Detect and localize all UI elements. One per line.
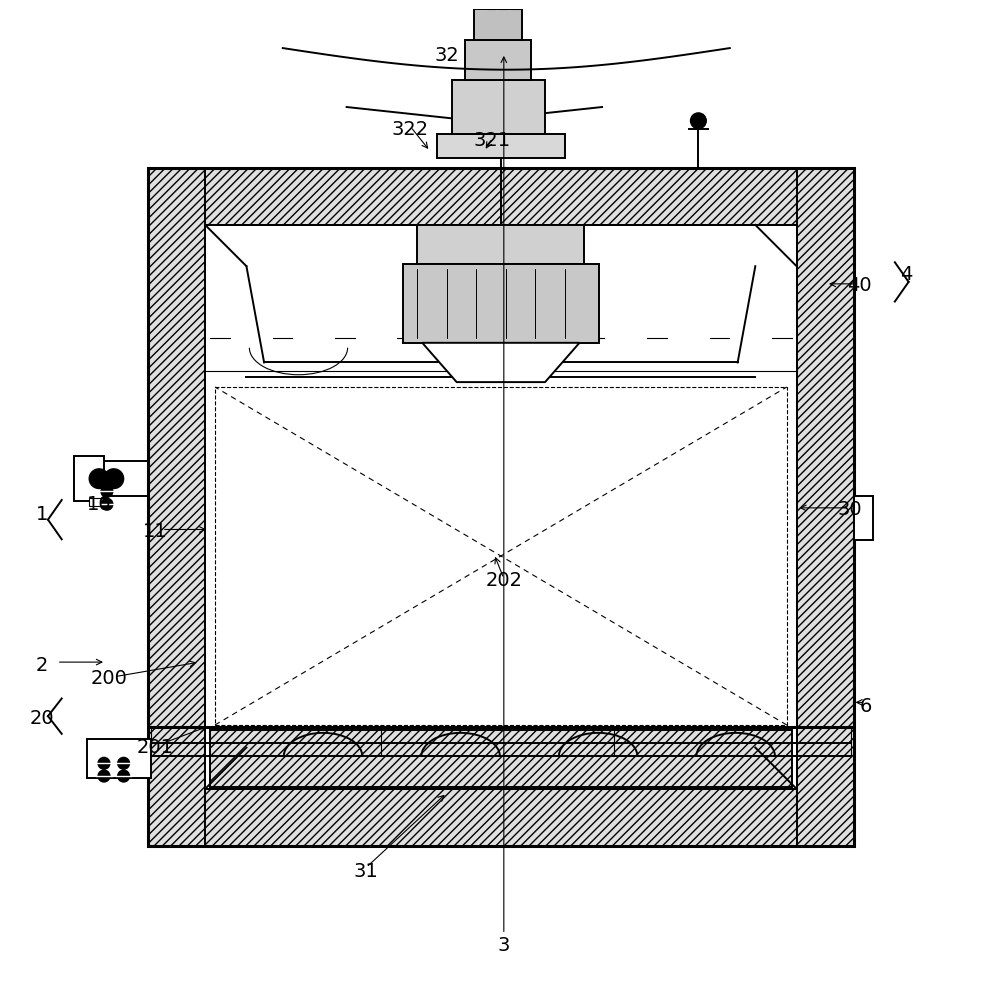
Text: 3: 3 (498, 936, 510, 955)
Text: 40: 40 (847, 276, 871, 295)
Bar (474, 9, 522, 40)
Circle shape (691, 113, 706, 129)
Text: 321: 321 (473, 131, 511, 150)
Bar (417, 225, 584, 264)
Text: 202: 202 (485, 571, 523, 590)
Bar (206, 225, 796, 789)
Circle shape (104, 469, 124, 489)
Bar (148, 168, 206, 846)
Bar (854, 496, 873, 540)
Text: 30: 30 (838, 500, 862, 519)
Bar (74, 456, 104, 501)
Text: 31: 31 (354, 862, 378, 881)
Bar (206, 225, 796, 789)
Bar (452, 80, 545, 134)
Circle shape (101, 498, 113, 510)
Circle shape (89, 469, 109, 489)
Text: 201: 201 (136, 738, 174, 757)
Text: 200: 200 (91, 669, 127, 688)
Text: 4: 4 (900, 265, 913, 284)
Text: 20: 20 (30, 709, 54, 728)
Bar (89, 498, 103, 506)
Bar (403, 264, 599, 343)
Bar (487, 0, 495, 9)
Bar (511, 0, 519, 9)
Bar (148, 789, 854, 846)
Bar (206, 225, 796, 789)
Bar (437, 134, 565, 158)
Bar (499, 0, 507, 9)
Text: 1: 1 (36, 505, 48, 524)
Bar (796, 168, 854, 846)
Circle shape (98, 757, 110, 769)
Bar (215, 387, 786, 725)
Bar (464, 40, 532, 80)
Text: 11: 11 (142, 522, 167, 541)
Text: 2: 2 (36, 656, 48, 675)
Text: 10: 10 (87, 495, 112, 514)
Circle shape (101, 486, 113, 497)
Bar (87, 739, 151, 778)
Text: 322: 322 (392, 120, 429, 139)
Bar (210, 730, 791, 787)
Text: 6: 6 (860, 697, 871, 716)
Circle shape (118, 757, 129, 769)
Polygon shape (422, 343, 580, 382)
Text: 32: 32 (435, 46, 459, 65)
Bar (148, 168, 854, 846)
Circle shape (98, 770, 110, 782)
Circle shape (118, 770, 129, 782)
Bar (148, 168, 854, 225)
